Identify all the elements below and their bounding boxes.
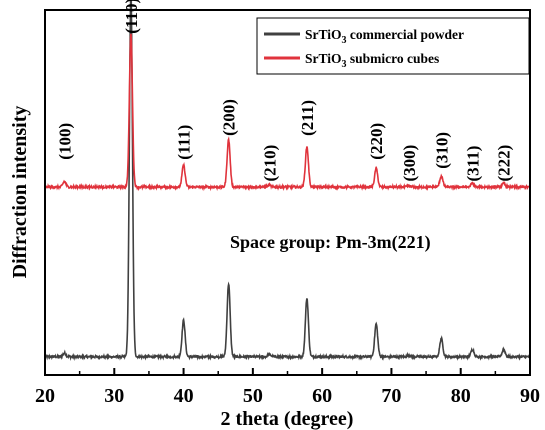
x-tick-label-90: 90: [520, 385, 540, 407]
peak-label-310: (310): [432, 132, 451, 169]
x-tick-label-30: 30: [104, 385, 124, 407]
x-tick-label-20: 20: [35, 385, 55, 407]
x-tick-label-80: 80: [451, 385, 471, 407]
x-axis-ticks: 20 30 40 50 60 70 80 90: [35, 368, 540, 407]
legend-box: [256, 17, 530, 75]
peak-label-110: (110): [122, 0, 141, 34]
series-layer: [44, 0, 531, 362]
peak-label-100: (100): [55, 123, 74, 160]
legend-label-commercial: SrTiO3 commercial powder: [305, 27, 464, 46]
x-tick-label-50: 50: [243, 385, 263, 407]
peak-label-222: (222): [495, 145, 514, 182]
peak-label-200: (200): [220, 99, 239, 136]
legend-label-submicro: SrTiO3 submicro cubes: [305, 51, 439, 70]
peak-label-210: (210): [261, 145, 280, 182]
peak-label-211: (211): [298, 100, 317, 136]
y-axis-title: Diffraction intensity: [9, 106, 31, 279]
series-line-submicro: [44, 33, 531, 192]
space-group-annotation: Space group: Pm-3m(221): [230, 232, 431, 253]
peak-label-220: (220): [367, 123, 386, 160]
peak-label-111: (111): [175, 125, 194, 160]
x-tick-label-70: 70: [381, 385, 401, 407]
peak-labels: (100) (110) (111) (200) (210) (211) (220) (300)…: [55, 0, 513, 182]
x-tick-label-40: 40: [174, 385, 194, 407]
legend: SrTiO3 commercial powder SrTiO3 submicro…: [256, 17, 530, 75]
series-line-commercial: [44, 0, 531, 362]
peak-label-311: (311): [464, 146, 483, 182]
peak-label-300: (300): [400, 145, 419, 182]
x-axis-title: 2 theta (degree): [221, 408, 354, 430]
x-tick-label-60: 60: [312, 385, 332, 407]
